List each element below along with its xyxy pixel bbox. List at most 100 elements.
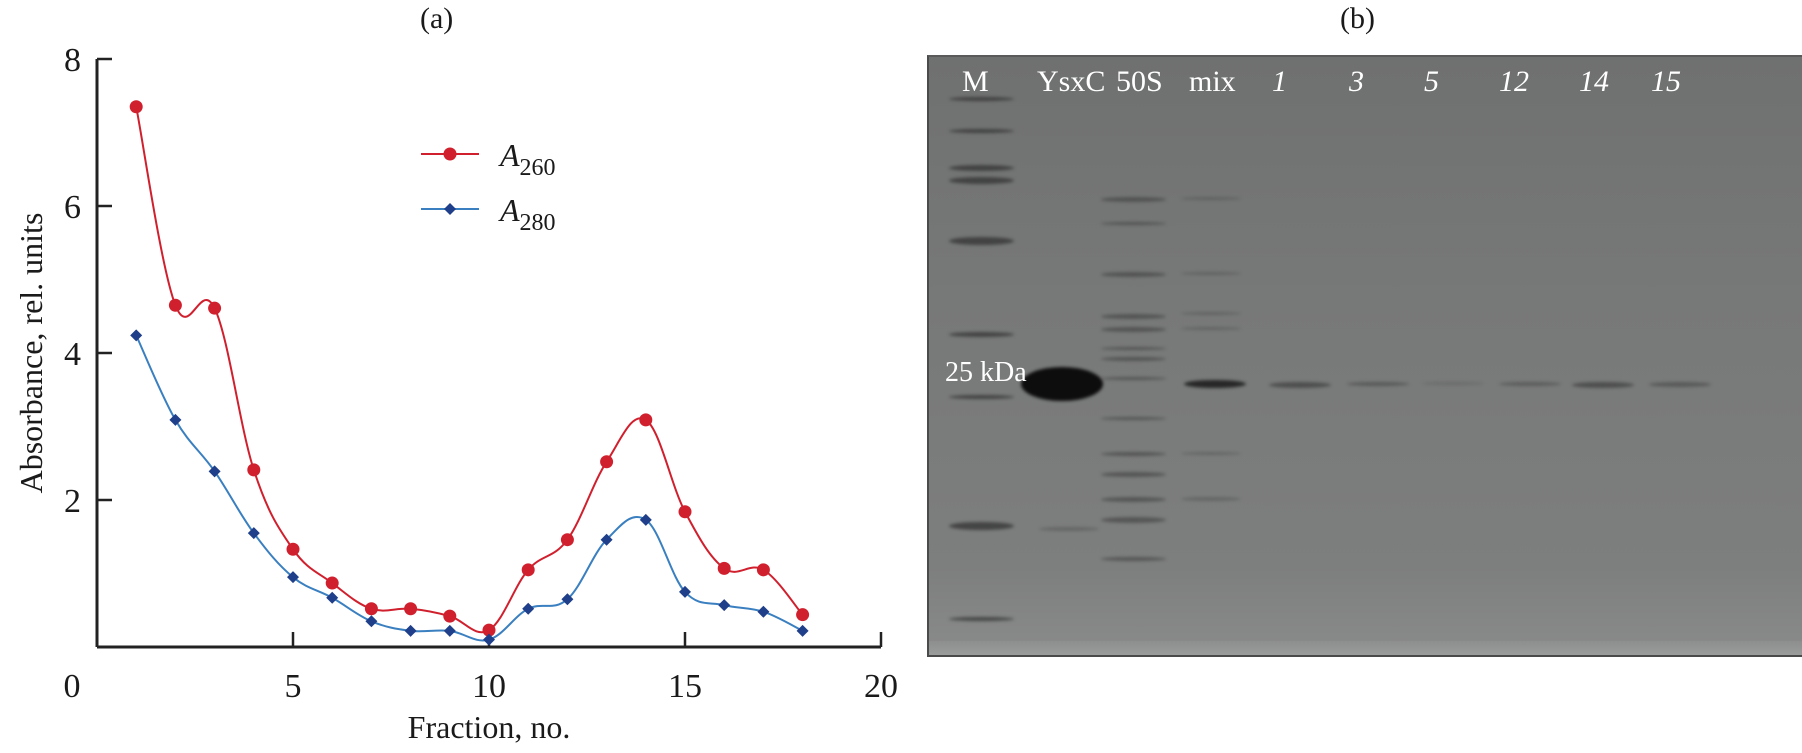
50s-band: [1101, 517, 1166, 523]
50s-band: [1101, 327, 1166, 332]
50s-band: [1101, 377, 1166, 380]
data-point-diamond: [639, 513, 652, 526]
data-point-circle: [600, 455, 614, 469]
fraction-ysxc-band: [1499, 382, 1561, 386]
gel-bottom-edge: [929, 641, 1802, 657]
data-point-circle: [717, 561, 731, 575]
data-point-diamond: [757, 605, 770, 618]
50s-band: [1101, 222, 1166, 225]
series-a280: [130, 329, 809, 646]
chart-series: [129, 100, 810, 646]
molecular-weight-label: 25 kDa: [945, 357, 1027, 388]
data-point-diamond: [561, 593, 574, 606]
chart-legend: A260 A280: [421, 137, 556, 236]
50s-band: [1101, 472, 1166, 477]
data-point-circle: [521, 563, 535, 577]
50s-band: [1101, 272, 1166, 277]
legend-item-a260: A260: [421, 137, 556, 181]
marker-band: [949, 97, 1014, 101]
mix-band: [1181, 272, 1241, 275]
x-tick-label: 5: [285, 668, 302, 705]
mix-ysxc-band: [1184, 380, 1246, 388]
fraction-ysxc-band: [1572, 382, 1634, 388]
lane-label: YsxC: [1037, 65, 1106, 98]
x-tick-label: 10: [472, 668, 506, 705]
data-point-diamond: [365, 615, 378, 628]
mix-band: [1181, 452, 1241, 455]
ysxc-band: [1021, 367, 1103, 401]
series-a260: [129, 100, 810, 637]
data-point-diamond: [443, 624, 456, 637]
fraction-ysxc-band: [1422, 382, 1484, 385]
data-point-circle: [796, 608, 810, 622]
data-point-circle: [364, 602, 378, 616]
lane-label: 3: [1349, 65, 1364, 98]
y-tick-label: 6: [64, 189, 81, 226]
mix-band: [1181, 327, 1241, 330]
marker-band: [949, 177, 1014, 184]
50s-band: [1101, 452, 1166, 456]
50s-band: [1101, 417, 1166, 420]
50s-band: [1101, 497, 1166, 502]
lane-label: M: [962, 65, 989, 98]
data-point-diamond: [796, 624, 809, 637]
sds-page-gel-image: M YsxC 50S mix 1 3 5 12 14 15 25 kDa: [927, 55, 1802, 657]
x-tick-label: 0: [64, 668, 81, 705]
marker-band: [949, 395, 1014, 399]
data-point-circle: [208, 301, 222, 315]
marker-band: [949, 617, 1014, 621]
chart-axes: 2 4 6 8 0 5 10 15 20: [64, 42, 899, 705]
data-point-diamond: [130, 329, 143, 342]
fraction-ysxc-band: [1649, 382, 1711, 387]
legend-marker-diamond: [444, 203, 456, 215]
data-point-diamond: [600, 533, 613, 546]
panel-b-label: (b): [1340, 2, 1375, 35]
data-point-circle: [404, 602, 418, 616]
data-point-circle: [560, 533, 574, 547]
data-point-circle: [286, 542, 300, 556]
fraction-ysxc-band: [1347, 382, 1409, 386]
data-point-diamond: [404, 624, 417, 637]
data-point-circle: [678, 505, 692, 519]
y-axis-label: Absorbance, rel. units: [13, 213, 49, 494]
lane-label: 14: [1579, 65, 1609, 98]
data-point-diamond: [522, 602, 535, 615]
data-point-diamond: [247, 527, 260, 540]
marker-band: [949, 237, 1014, 245]
data-point-diamond: [169, 413, 182, 426]
mix-band: [1181, 497, 1241, 501]
marker-band: [949, 332, 1014, 337]
data-point-diamond: [208, 465, 221, 478]
mix-band: [1181, 197, 1241, 200]
series-line: [135, 106, 804, 634]
x-axis-label: Fraction, no.: [408, 709, 571, 745]
50s-band: [1101, 197, 1166, 202]
data-point-diamond: [287, 571, 299, 584]
fraction-ysxc-band: [1269, 382, 1331, 388]
x-tick-label: 15: [668, 668, 702, 705]
series-line: [135, 334, 804, 642]
mix-band: [1181, 312, 1241, 315]
marker-band: [949, 522, 1014, 530]
legend-label: A280: [498, 192, 556, 236]
data-point-circle: [247, 463, 261, 477]
panel-a-label: (a): [420, 2, 454, 35]
marker-band: [949, 165, 1014, 171]
data-point-circle: [482, 623, 496, 637]
absorbance-chart: 2 4 6 8 0 5 10 15 20 A260 A280 Fraction, no. Abso…: [13, 42, 899, 745]
x-tick-label: 20: [864, 668, 898, 705]
y-tick-label: 8: [64, 42, 81, 79]
data-point-circle: [756, 563, 770, 577]
lane-label: 1: [1272, 65, 1287, 98]
lane-label: mix: [1189, 65, 1236, 98]
data-point-diamond: [483, 633, 495, 646]
data-point-diamond: [718, 599, 731, 612]
data-point-circle: [443, 609, 457, 623]
faint-band: [1039, 527, 1099, 531]
50s-band: [1101, 347, 1166, 350]
legend-marker-circle: [443, 147, 457, 161]
data-point-circle: [639, 413, 653, 427]
lane-label: 12: [1499, 65, 1529, 98]
50s-band: [1101, 314, 1166, 319]
50s-band: [1101, 357, 1166, 361]
